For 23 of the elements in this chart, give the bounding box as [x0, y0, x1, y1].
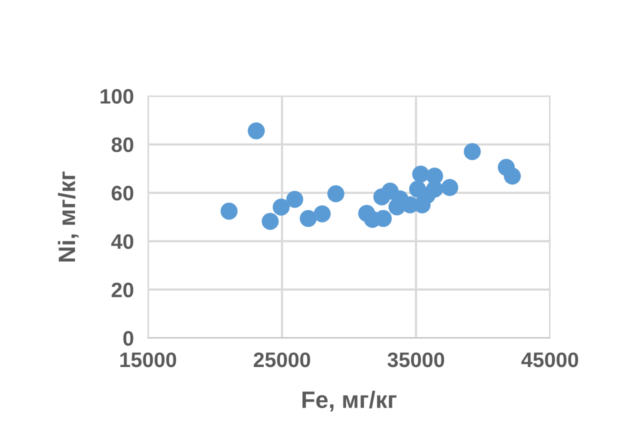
x-axis-title: Fe, мг/кг — [302, 390, 396, 412]
point — [464, 143, 481, 160]
point — [286, 190, 304, 208]
y-tick-label: 0 — [123, 331, 134, 346]
point — [300, 210, 317, 227]
point — [220, 202, 238, 220]
point — [314, 205, 331, 222]
y-axis-title: Ni, мг/кг — [58, 172, 79, 262]
y-tick-label: 40 — [111, 234, 134, 249]
point — [327, 185, 344, 202]
point — [441, 178, 458, 196]
point — [262, 212, 279, 230]
x-tick-label: 25000 — [254, 352, 310, 368]
point — [248, 122, 265, 140]
x-tick-label: 35000 — [388, 352, 444, 368]
y-tick-label: 20 — [112, 282, 134, 298]
y-tick-label: 100 — [100, 89, 134, 104]
point — [272, 198, 290, 216]
x-tick-label: 45000 — [521, 352, 578, 368]
y-tick-label: 80 — [112, 137, 134, 152]
y-tick-label: 60 — [112, 186, 134, 201]
point — [504, 168, 521, 185]
x-tick-label: 15000 — [120, 352, 176, 368]
